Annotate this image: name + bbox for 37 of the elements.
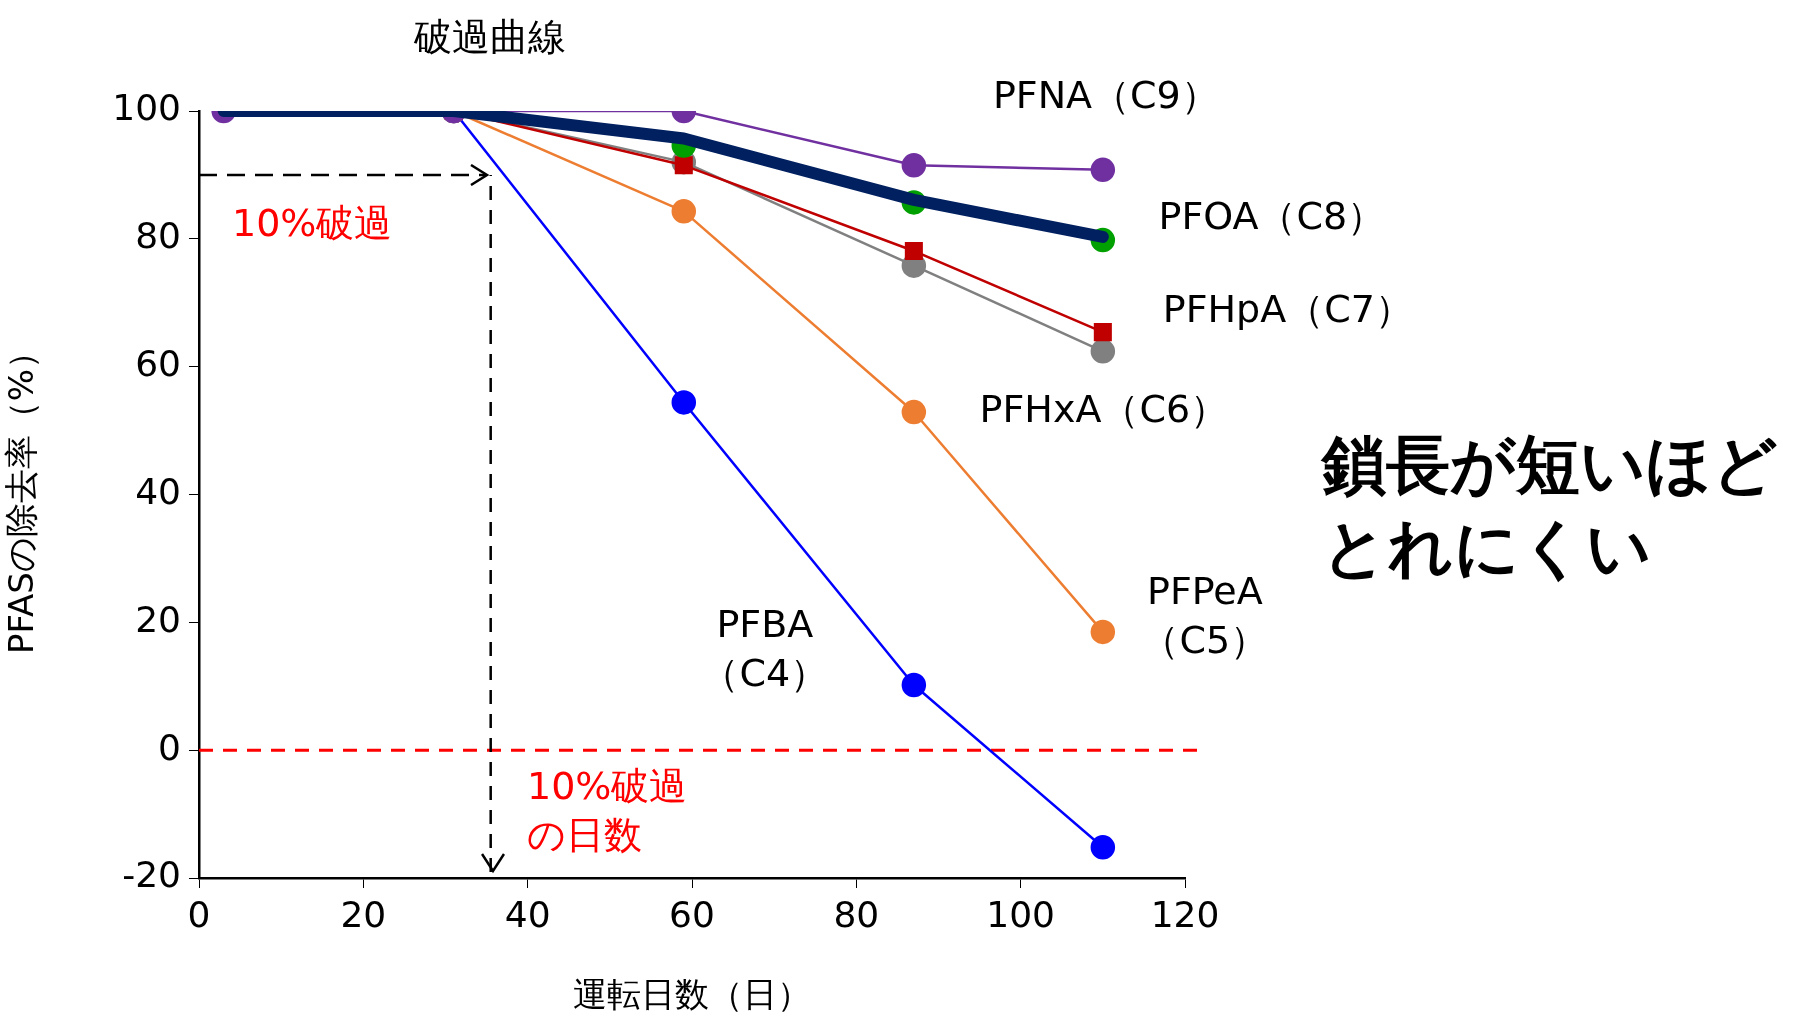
- y-tick-label: 40: [135, 470, 181, 512]
- point: [901, 153, 927, 178]
- x-tick-label: 60: [669, 893, 715, 935]
- x-tick-label: 40: [504, 893, 551, 935]
- text: 鎖長が短いほどとれにくい: [1320, 427, 1778, 585]
- point: [671, 390, 697, 415]
- y-tick-label: 20: [135, 598, 181, 640]
- point: [901, 399, 927, 425]
- series-label: PFNA（C9）: [992, 72, 1219, 117]
- annotation: 10%破過の日数: [527, 763, 688, 858]
- y-tick-label: -20: [122, 854, 181, 896]
- x-tick-label: 100: [986, 893, 1056, 935]
- chart-title: 破過曲線: [413, 14, 566, 59]
- point: [1093, 323, 1112, 342]
- point: [1090, 157, 1116, 183]
- y-tick-label: 0: [158, 726, 181, 768]
- series-label: PFPeA （C5）: [1141, 569, 1269, 663]
- x-tick-label: 120: [1150, 893, 1220, 935]
- x-axis-title: 運転日数（日）: [573, 974, 811, 1015]
- annotation: 10%破過: [232, 200, 393, 245]
- point: [1090, 619, 1116, 645]
- point: [1090, 835, 1116, 860]
- x-tick-label: 20: [340, 893, 387, 935]
- series-label: PFHpA（C7）: [1162, 287, 1413, 332]
- point: [1090, 339, 1116, 364]
- y-tick-label: 100: [112, 87, 181, 129]
- x-tick-label: 0: [187, 893, 211, 935]
- y-tick-label: 60: [135, 343, 181, 385]
- series-label: PFBA （C4）: [701, 601, 829, 695]
- y-axis-title: PFASの除去率（%）: [1, 334, 42, 655]
- point: [671, 199, 697, 224]
- series-label: PFOA（C8）: [1158, 193, 1386, 238]
- x-tick-label: 80: [833, 893, 880, 935]
- series-label: PFHxA（C6）: [979, 387, 1229, 432]
- y-tick-label: 80: [135, 215, 181, 257]
- point: [904, 241, 923, 261]
- point: [901, 672, 927, 698]
